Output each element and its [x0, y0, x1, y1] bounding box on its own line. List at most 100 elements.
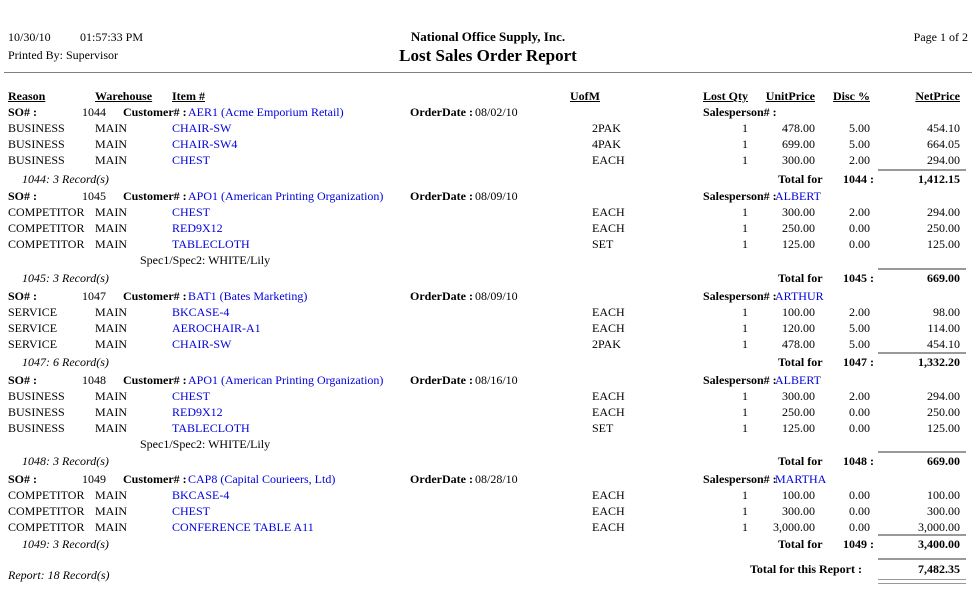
unit-price-cell: 478.00 [782, 337, 815, 351]
item-link[interactable]: CHAIR-SW [172, 121, 232, 135]
column-header-row: Reason Warehouse Item # UofM Lost Qty Un… [0, 89, 976, 105]
disc-cell: 0.00 [849, 488, 870, 502]
group-footer-row: 1044: 3 Record(s) Total for 1044 : 1,412… [0, 172, 976, 188]
customer-link[interactable]: CAP8 (Capital Courieers, Ltd) [188, 472, 336, 486]
total-for-label: Total for [778, 537, 823, 551]
col-net-price: NetPrice [915, 89, 960, 103]
so-label: SO# : [8, 105, 38, 119]
total-for-label: Total for [778, 172, 823, 186]
col-uofm: UofM [570, 89, 600, 103]
customer-link[interactable]: APO1 (American Printing Organization) [188, 373, 384, 387]
item-row: BUSINESS MAIN CHAIR-SW4 4PAK 1 699.00 5.… [0, 137, 976, 153]
warehouse-cell: MAIN [95, 321, 127, 335]
print-date: 10/30/10 [8, 30, 51, 44]
item-row: COMPETITOR MAIN CHEST EACH 1 300.00 0.00… [0, 504, 976, 520]
lost-qty-cell: 1 [742, 337, 748, 351]
salesperson-link[interactable]: ALBERT [775, 189, 821, 203]
unit-price-cell: 3,000.00 [773, 520, 815, 534]
group-record-count: 1045: 3 Record(s) [22, 271, 109, 285]
item-link[interactable]: CHEST [172, 153, 211, 167]
net-price-cell: 250.00 [927, 221, 960, 235]
item-link[interactable]: CHEST [172, 205, 211, 219]
so-label: SO# : [8, 472, 38, 486]
item-link[interactable]: CHEST [172, 504, 211, 518]
group-total-rule [878, 534, 966, 536]
group-total-rule [878, 169, 966, 171]
group-record-count: 1047: 6 Record(s) [22, 355, 109, 369]
so-number: 1048 [82, 373, 106, 387]
so-number: 1045 [82, 189, 106, 203]
order-date-value: 08/16/10 [475, 373, 518, 387]
unit-price-cell: 699.00 [782, 137, 815, 151]
salesperson-link[interactable]: MARTHA [775, 472, 827, 486]
total-so-label: 1044 : [843, 172, 874, 186]
item-row: COMPETITOR MAIN BKCASE-4 EACH 1 100.00 0… [0, 488, 976, 504]
item-link[interactable]: TABLECLOTH [172, 421, 250, 435]
net-price-cell: 125.00 [927, 421, 960, 435]
order-date-label: OrderDate : [410, 189, 473, 203]
salesperson-link[interactable]: ARTHUR [775, 289, 824, 303]
item-link[interactable]: RED9X12 [172, 405, 223, 419]
salesperson-label: Salesperson# : [703, 105, 777, 119]
unit-price-cell: 300.00 [782, 504, 815, 518]
net-price-cell: 294.00 [927, 153, 960, 167]
disc-cell: 2.00 [849, 205, 870, 219]
item-row: COMPETITOR MAIN CHEST EACH 1 300.00 2.00… [0, 205, 976, 221]
order-date-value: 08/28/10 [475, 472, 518, 486]
customer-label: Customer# : [123, 472, 187, 486]
report-total-value: 7,482.35 [918, 562, 960, 576]
so-header-row: SO# : 1047 Customer# : BAT1 (Bates Marke… [0, 289, 976, 305]
so-header-row: SO# : 1049 Customer# : CAP8 (Capital Cou… [0, 472, 976, 488]
salesperson-link[interactable]: ALBERT [775, 373, 821, 387]
warehouse-cell: MAIN [95, 504, 127, 518]
item-link[interactable]: CHEST [172, 389, 211, 403]
lost-qty-cell: 1 [742, 121, 748, 135]
disc-cell: 0.00 [849, 405, 870, 419]
group-footer-row: 1049: 3 Record(s) Total for 1049 : 3,400… [0, 537, 976, 553]
group-total-value: 669.00 [927, 454, 960, 468]
item-link[interactable]: BKCASE-4 [172, 488, 230, 502]
total-so-label: 1049 : [843, 537, 874, 551]
uofm-cell: EACH [592, 221, 625, 235]
group-total-rule [878, 352, 966, 354]
disc-cell: 0.00 [849, 421, 870, 435]
disc-cell: 2.00 [849, 153, 870, 167]
customer-link[interactable]: APO1 (American Printing Organization) [188, 189, 384, 203]
item-link[interactable]: RED9X12 [172, 221, 223, 235]
lost-qty-cell: 1 [742, 237, 748, 251]
group-total-rule [878, 451, 966, 453]
item-link[interactable]: TABLECLOTH [172, 237, 250, 251]
col-unit-price: UnitPrice [765, 89, 815, 103]
item-link[interactable]: CONFERENCE TABLE A11 [172, 520, 314, 534]
item-link[interactable]: CHAIR-SW4 [172, 137, 238, 151]
net-price-cell: 454.10 [927, 121, 960, 135]
unit-price-cell: 300.00 [782, 153, 815, 167]
reason-cell: COMPETITOR [8, 488, 85, 502]
so-number: 1044 [82, 105, 106, 119]
so-label: SO# : [8, 189, 38, 203]
page-number: Page 1 of 2 [913, 30, 968, 44]
item-link[interactable]: BKCASE-4 [172, 305, 230, 319]
unit-price-cell: 478.00 [782, 121, 815, 135]
order-date-label: OrderDate : [410, 472, 473, 486]
customer-link[interactable]: AER1 (Acme Emporium Retail) [188, 105, 344, 119]
customer-link[interactable]: BAT1 (Bates Marketing) [188, 289, 308, 303]
item-link[interactable]: CHAIR-SW [172, 337, 232, 351]
order-date-value: 08/09/10 [475, 289, 518, 303]
report-record-count: Report: 18 Record(s) [8, 568, 110, 582]
total-so-label: 1045 : [843, 271, 874, 285]
uofm-cell: EACH [592, 504, 625, 518]
item-row: BUSINESS MAIN CHAIR-SW 2PAK 1 478.00 5.0… [0, 121, 976, 137]
disc-cell: 0.00 [849, 504, 870, 518]
reason-cell: BUSINESS [8, 153, 65, 167]
salesperson-label: Salesperson# : [703, 189, 777, 203]
item-link[interactable]: AEROCHAIR-A1 [172, 321, 261, 335]
net-price-cell: 300.00 [927, 504, 960, 518]
lost-qty-cell: 1 [742, 389, 748, 403]
unit-price-cell: 250.00 [782, 221, 815, 235]
uofm-cell: EACH [592, 205, 625, 219]
lost-qty-cell: 1 [742, 153, 748, 167]
salesperson-label: Salesperson# : [703, 472, 777, 486]
group-record-count: 1049: 3 Record(s) [22, 537, 109, 551]
lost-qty-cell: 1 [742, 520, 748, 534]
